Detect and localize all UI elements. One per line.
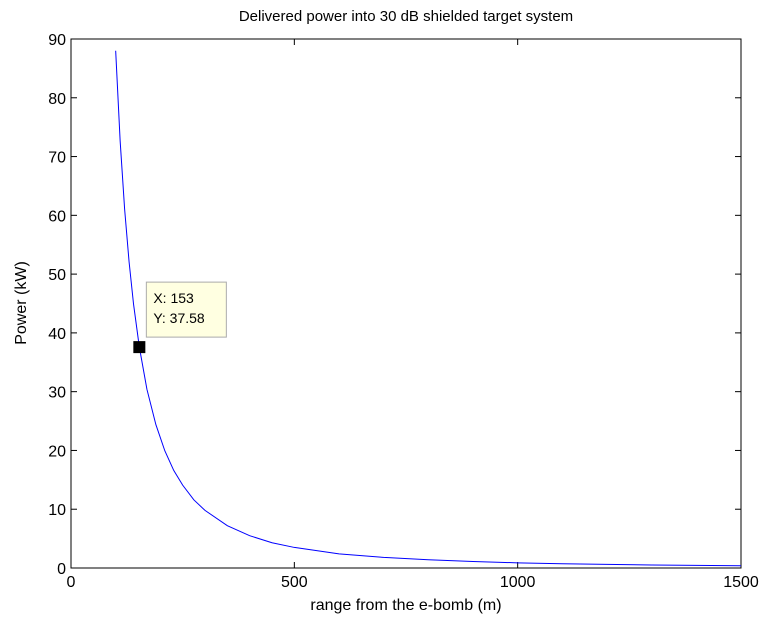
y-tick-label: 80 (48, 91, 66, 108)
x-axis-label: range from the e-bomb (m) (310, 597, 501, 614)
x-tick-label: 0 (67, 574, 76, 591)
y-tick-label: 10 (48, 502, 66, 519)
data-tip-y-text: Y: 37.58 (153, 310, 205, 326)
axis-tick-labels: 0 500 1000 1500 0 10 20 30 40 50 60 70 80 90 (48, 32, 759, 591)
x-tick-label: 1000 (500, 574, 536, 591)
data-tip-marker[interactable] (133, 341, 146, 354)
x-tick-label: 1500 (723, 574, 759, 591)
y-tick-label: 20 (48, 443, 66, 460)
y-tick-label: 50 (48, 267, 66, 284)
y-tick-label: 40 (48, 326, 66, 343)
x-tick-label: 500 (281, 574, 308, 591)
y-tick-label: 30 (48, 385, 66, 402)
data-tip[interactable]: X: 153 Y: 37.58 (133, 281, 227, 354)
axis-ticks (70, 38, 742, 569)
y-axis-label: Power (kW) (13, 261, 30, 345)
y-tick-label: 60 (48, 208, 66, 225)
power-curve-line (115, 50, 742, 567)
data-tip-x-text: X: 153 (153, 290, 194, 306)
y-tick-label: 90 (48, 32, 66, 49)
y-tick-label: 70 (48, 150, 66, 167)
chart-title: Delivered power into 30 dB shielded targ… (239, 8, 573, 25)
y-tick-label: 0 (57, 561, 66, 578)
data-tip-box (145, 281, 227, 338)
